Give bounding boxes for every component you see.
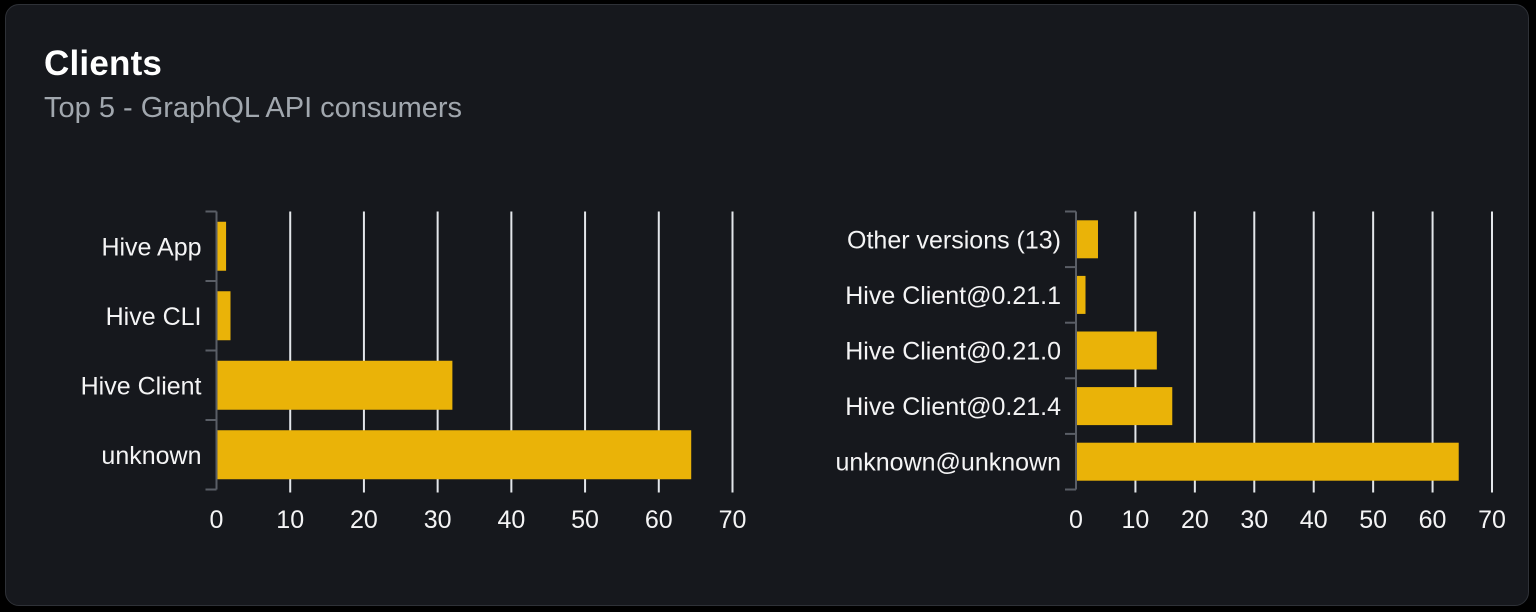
x-tick-label: 30 [1240,506,1268,534]
bar-hive-client-0-21-0 [1076,331,1157,370]
x-tick-label: 60 [645,506,673,534]
category-label: unknown [101,442,201,470]
x-tick-label: 20 [1181,506,1209,534]
x-tick-label: 60 [1419,506,1447,534]
x-tick-label: 10 [276,506,304,534]
bar-hive-app [216,221,227,271]
clients-by-version-bar-chart: Other versions (13) Hive Client@0.21.1 Hiv… [801,196,1536,546]
bar-hive-client-0-21-4 [1076,387,1173,426]
x-tick-label: 70 [719,506,747,534]
category-label: Hive Client [81,372,202,400]
bar-other-versions-13- [1076,220,1098,259]
bar-hive-client [216,360,453,410]
bar-unknown [216,430,692,480]
clients-by-name-bar-chart: Hive App Hive CLI Hive Client unknown 0 10 20 3… [31,196,781,546]
clients-panel: Clients Top 5 - GraphQL API consumers Hi… [5,4,1529,606]
category-label: Hive Client@0.21.0 [845,338,1061,366]
category-label: Hive CLI [106,303,202,331]
panel-subtitle: Top 5 - GraphQL API consumers [44,92,463,124]
x-tick-label: 0 [1069,506,1083,534]
x-tick-label: 10 [1122,506,1150,534]
x-tick-label: 70 [1478,506,1506,534]
x-tick-label: 40 [497,506,525,534]
x-tick-label: 50 [571,506,599,534]
x-tick-label: 20 [350,506,378,534]
x-tick-label: 30 [424,506,452,534]
category-label: unknown@unknown [835,449,1061,477]
category-label: Hive Client@0.21.4 [845,393,1061,421]
category-label: Hive App [101,233,201,261]
x-tick-label: 50 [1359,506,1387,534]
category-label: Hive Client@0.21.1 [845,282,1061,310]
bar-hive-cli [216,291,231,341]
x-tick-label: 40 [1300,506,1328,534]
panel-title: Clients [44,44,163,83]
bar-hive-client-0-21-1 [1076,275,1086,314]
category-label: Other versions (13) [847,226,1061,254]
x-tick-label: 0 [210,506,224,534]
bar-unknown-unknown [1076,442,1459,481]
